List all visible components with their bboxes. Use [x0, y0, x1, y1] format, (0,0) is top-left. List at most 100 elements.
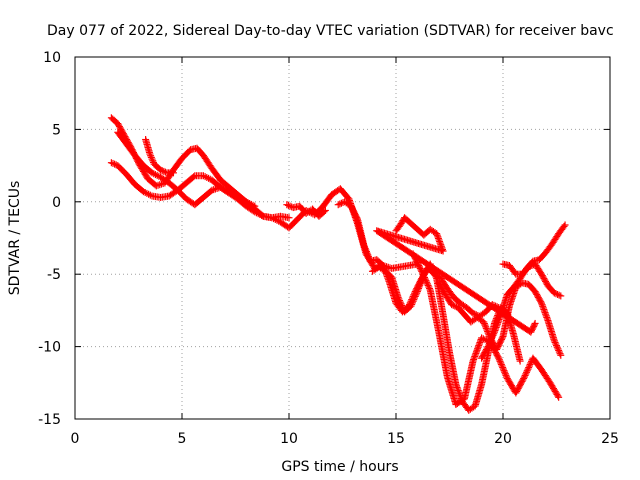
data-point [497, 360, 505, 368]
y-tick-label: -15 [38, 412, 61, 428]
data-point [285, 214, 293, 222]
series-track-g [368, 260, 524, 414]
data-point [481, 321, 489, 329]
data-point [557, 351, 565, 359]
data-point [411, 294, 419, 302]
data-point [495, 354, 503, 362]
data-point [336, 200, 344, 208]
data-point [488, 333, 496, 341]
data-point [364, 251, 372, 259]
data-point [320, 208, 328, 216]
data-point [421, 275, 429, 283]
data-point [501, 370, 509, 378]
data-point [109, 159, 117, 167]
data-point [497, 359, 505, 367]
data-point [408, 299, 416, 307]
data-point [550, 337, 558, 345]
data-point [334, 201, 342, 209]
data-point [469, 309, 477, 317]
y-tick-label: -10 [38, 340, 61, 356]
data-point [496, 357, 504, 365]
data-point [525, 364, 533, 372]
data-point [418, 269, 426, 277]
data-point [550, 289, 558, 297]
data-point [190, 173, 198, 181]
data-point [353, 214, 361, 222]
data-point [160, 167, 168, 175]
data-point [421, 274, 429, 282]
series-track-e [283, 201, 329, 220]
data-point [555, 291, 563, 299]
data-point [169, 169, 177, 177]
data-point [554, 290, 562, 298]
data-point [553, 343, 561, 351]
data-point [525, 362, 533, 370]
data-points [107, 114, 569, 414]
data-point [283, 201, 291, 209]
data-point [448, 301, 456, 309]
data-point [554, 392, 562, 400]
data-point [361, 243, 369, 251]
data-point [396, 298, 404, 306]
data-point [531, 319, 539, 327]
data-point [411, 292, 419, 300]
data-point [422, 277, 430, 285]
data-point [537, 298, 545, 306]
data-point [432, 273, 440, 281]
x-tick-label: 25 [601, 431, 619, 447]
data-point [398, 303, 406, 311]
data-point [417, 266, 425, 274]
data-point [553, 342, 560, 350]
y-axis-label: SDTVAR / TECUs [7, 181, 23, 296]
data-point [552, 340, 560, 348]
data-point [480, 318, 488, 326]
series-track-l [373, 214, 539, 336]
data-point [502, 371, 510, 379]
data-point [147, 152, 155, 160]
data-point [520, 374, 528, 382]
data-point [483, 326, 491, 334]
data-point [551, 338, 559, 346]
x-axis-label: GPS time / hours [281, 459, 398, 475]
x-axis-ticks: 0 5 10 15 20 25 [71, 57, 619, 447]
chart-title: Day 077 of 2022, Sidereal Day-to-day VTE… [47, 23, 614, 39]
data-point [407, 302, 415, 310]
data-point [554, 345, 562, 353]
y-tick-label: 5 [52, 122, 61, 138]
data-point [484, 328, 492, 336]
data-point [258, 211, 266, 219]
data-point [555, 393, 563, 401]
data-point [161, 168, 169, 176]
data-point [419, 270, 427, 278]
data-point [530, 321, 538, 329]
data-point [408, 300, 416, 308]
data-point [425, 283, 433, 291]
data-point [484, 343, 492, 351]
data-point [420, 272, 428, 280]
data-point [146, 191, 154, 199]
data-point [520, 373, 528, 381]
data-point [498, 362, 506, 370]
data-point [488, 335, 496, 343]
x-tick-label: 5 [178, 431, 187, 447]
data-point [482, 323, 490, 331]
data-point [523, 368, 531, 376]
data-point [480, 320, 488, 328]
data-point [485, 339, 493, 347]
data-point [555, 348, 563, 356]
series-track-a [107, 114, 293, 222]
data-point [111, 160, 119, 168]
data-point [395, 295, 403, 303]
data-point [523, 367, 531, 375]
data-point [525, 263, 533, 271]
data-point [149, 157, 157, 165]
data-point [397, 300, 405, 308]
data-point [147, 153, 155, 161]
data-point [552, 290, 560, 298]
series-track-j [478, 221, 569, 362]
data-point [482, 324, 490, 332]
data-point [500, 367, 508, 375]
data-point [410, 296, 418, 304]
data-point [148, 155, 156, 163]
data-point [426, 285, 434, 293]
